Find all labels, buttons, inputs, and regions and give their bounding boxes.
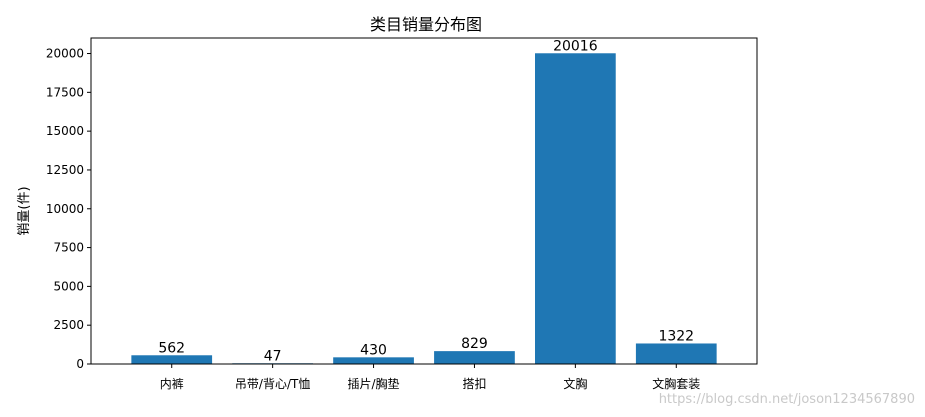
y-tick-label: 7500 bbox=[53, 241, 84, 255]
data-label: 829 bbox=[461, 336, 488, 352]
x-tick-label: 吊带/背心/T恤 bbox=[235, 377, 310, 391]
data-label: 1322 bbox=[658, 328, 694, 344]
bar bbox=[434, 351, 515, 364]
y-tick-label: 20000 bbox=[46, 47, 84, 61]
data-label: 20016 bbox=[553, 38, 598, 54]
x-tick-label: 内裤 bbox=[160, 377, 184, 391]
bar bbox=[333, 357, 414, 364]
data-label: 430 bbox=[360, 342, 387, 358]
x-tick-label: 插片/胸垫 bbox=[348, 376, 400, 391]
y-tick-label: 0 bbox=[76, 357, 84, 371]
y-tick-label: 2500 bbox=[53, 318, 84, 332]
plot-area: 562 47 430 829 20016 1322 0 2500 5000 7500 10000 12… bbox=[46, 37, 758, 391]
plot-frame bbox=[90, 37, 758, 365]
y-tick-label: 10000 bbox=[46, 202, 84, 216]
bar bbox=[635, 343, 717, 364]
y-tick-label: 5000 bbox=[53, 279, 84, 293]
watermark: https://blog.csdn.net/joson1234567890 bbox=[659, 392, 915, 407]
chart-title: 类目销量分布图 bbox=[370, 15, 482, 34]
x-tick-label: 文胸套装 bbox=[652, 376, 700, 391]
y-tick-label: 15000 bbox=[46, 124, 84, 138]
x-tick-label: 文胸 bbox=[563, 376, 587, 391]
bar bbox=[131, 355, 213, 364]
y-tick-label: 17500 bbox=[46, 85, 84, 99]
x-tick-label: 搭扣 bbox=[462, 377, 486, 391]
y-axis-label: 销量(件) bbox=[17, 186, 32, 235]
bar bbox=[535, 53, 616, 365]
data-label: 47 bbox=[264, 348, 282, 364]
data-label: 562 bbox=[158, 340, 185, 356]
y-tick-label: 12500 bbox=[46, 163, 84, 177]
